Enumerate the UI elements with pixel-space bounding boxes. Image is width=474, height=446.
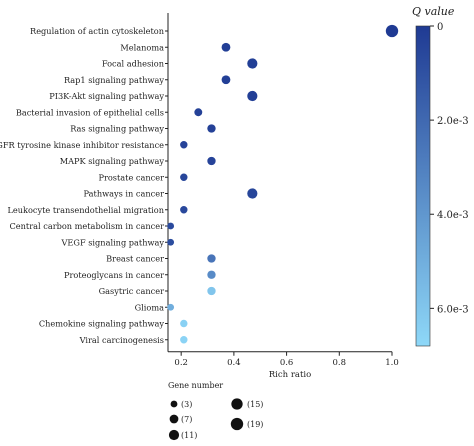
colorbar (415, 25, 431, 347)
data-point (180, 141, 188, 149)
y-category-label: Pathways in cancer (84, 189, 165, 199)
x-tick-label: 1.0 (385, 358, 399, 368)
y-category-label: Bacterial invasion of epithelial cells (16, 107, 164, 117)
y-category-label: MAPK signaling pathway (60, 156, 165, 166)
size-legend-dot (170, 400, 178, 408)
y-category-label: Focal adhesion (102, 59, 165, 69)
y-category-label: Proteoglycans in cancer (64, 270, 164, 280)
y-category-label: EGFR tyrosine kinase inhibitor resistanc… (0, 140, 164, 150)
data-point (207, 270, 216, 279)
data-point (180, 319, 188, 328)
y-category-label: Prostate cancer (98, 172, 164, 182)
data-point (207, 124, 216, 133)
size-legend-dot (231, 398, 243, 410)
y-category-label: Central carbon metabolism in cancer (10, 221, 165, 231)
x-axis-title: Rich ratio (269, 370, 311, 380)
data-point (221, 75, 231, 85)
size-legend-label: (3) (181, 400, 192, 409)
colorbar-tick-label: 6.0e-3 (437, 304, 469, 315)
colorbar-tick-label: 2.0e-3 (437, 116, 469, 127)
size-legend-title: Gene number (168, 381, 223, 390)
y-category-label: Regulation of actin cytoskeleton (30, 26, 165, 36)
y-category-label: Gasytric cancer (99, 286, 164, 296)
size-legend-dot (230, 417, 244, 431)
y-category-label: PI3K-Akt signaling pathway (49, 91, 164, 101)
x-tick-label: 0.4 (227, 358, 241, 368)
data-point (167, 238, 175, 246)
data-point (247, 90, 258, 102)
data-point (167, 303, 175, 311)
y-category-label: Melanoma (120, 42, 164, 52)
x-tick-label: 0.8 (333, 358, 347, 368)
data-point (207, 286, 216, 296)
data-point (207, 254, 216, 263)
y-category-label: Chemokine signaling pathway (39, 319, 165, 329)
size-legend-label: (7) (181, 415, 192, 424)
size-legend-dot (169, 414, 179, 424)
data-point (194, 108, 203, 117)
data-point (221, 42, 231, 52)
y-category-label: Breast cancer (106, 254, 164, 264)
colorbar-tick-label: 0 (437, 22, 443, 33)
y-category-label: Viral carcinogenesis (79, 335, 164, 345)
x-tick-label: 0.2 (174, 358, 188, 368)
y-category-label: Glioma (135, 302, 164, 312)
data-point (180, 336, 188, 344)
data-point (180, 206, 188, 214)
size-legend-label: (19) (247, 420, 263, 429)
data-point (167, 222, 175, 230)
data-point (180, 173, 188, 181)
colorbar-tick-label: 4.0e-3 (437, 210, 469, 221)
data-point (207, 156, 216, 166)
size-legend-label: (11) (181, 431, 197, 440)
data-point (247, 188, 258, 199)
colorbar-title: Q value (412, 5, 455, 18)
y-category-label: VEGF signaling pathway (61, 237, 165, 247)
data-point (247, 58, 258, 69)
data-point (385, 24, 399, 38)
size-legend-label: (15) (247, 400, 263, 409)
y-category-label: Rap1 signaling pathway (64, 75, 164, 85)
x-tick-label: 0.6 (280, 358, 294, 368)
y-category-label: Leukocyte transendothelial migration (7, 205, 164, 215)
y-category-label: Ras signaling pathway (70, 124, 164, 134)
size-legend-dot (168, 429, 180, 441)
